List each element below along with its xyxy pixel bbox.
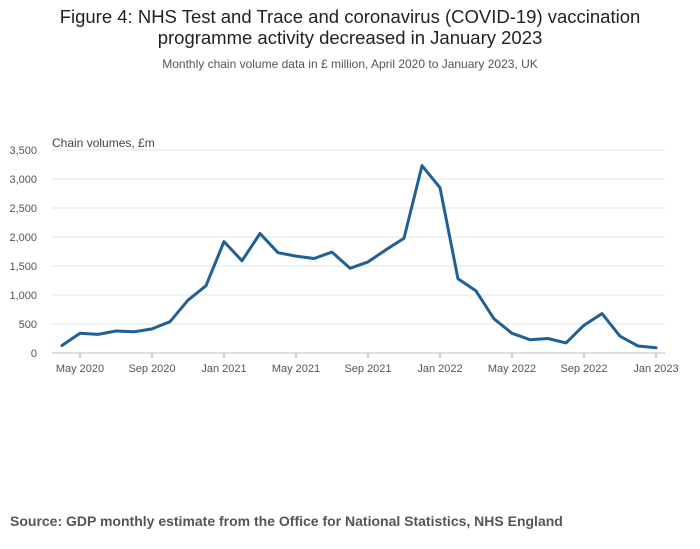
- data-point[interactable]: [488, 313, 500, 325]
- gridlines: [52, 149, 665, 354]
- x-tick-label: Jan 2023: [633, 363, 678, 375]
- x-tick-label: May 2022: [488, 363, 536, 375]
- data-point[interactable]: [380, 244, 392, 256]
- y-tick-label: 0: [31, 348, 37, 360]
- data-point[interactable]: [254, 228, 266, 240]
- y-tick-label: 2,500: [9, 203, 37, 215]
- y-tick-label: 3,500: [9, 145, 37, 157]
- data-point[interactable]: [128, 326, 140, 338]
- series-line: [60, 164, 658, 350]
- data-point[interactable]: [272, 247, 284, 259]
- data-point[interactable]: [650, 342, 662, 354]
- data-point[interactable]: [524, 334, 536, 346]
- data-point[interactable]: [542, 333, 554, 345]
- data-point[interactable]: [92, 328, 104, 340]
- data-point[interactable]: [74, 327, 86, 339]
- source-note: Source: GDP monthly estimate from the Of…: [10, 513, 563, 529]
- x-tick-label: Sep 2021: [344, 363, 391, 375]
- x-tick-label: Jan 2021: [201, 363, 246, 375]
- y-tick-label: 500: [19, 319, 37, 331]
- data-point[interactable]: [200, 280, 212, 292]
- data-point[interactable]: [452, 273, 464, 285]
- chart-title-line-2: programme activity decreased in January …: [157, 27, 543, 48]
- data-point[interactable]: [236, 255, 248, 267]
- data-point[interactable]: [560, 337, 572, 349]
- data-point[interactable]: [110, 325, 122, 337]
- x-tick-label: Jan 2022: [417, 363, 462, 375]
- data-point[interactable]: [164, 316, 176, 328]
- data-point[interactable]: [470, 285, 482, 297]
- data-point[interactable]: [218, 236, 230, 248]
- chart-title: Figure 4: NHS Test and Trace and coronav…: [0, 6, 700, 48]
- y-tick-label: 2,000: [9, 232, 37, 244]
- data-point[interactable]: [614, 330, 626, 342]
- data-point[interactable]: [434, 182, 446, 194]
- series-group: [56, 160, 662, 354]
- data-point[interactable]: [632, 340, 644, 352]
- data-point[interactable]: [596, 308, 608, 320]
- data-point[interactable]: [416, 160, 428, 172]
- x-tick-label: May 2021: [272, 363, 320, 375]
- x-axis-ticks: May 2020 Sep 2020 Jan 2021 May 2021 Sep 2021…: [56, 353, 679, 375]
- chart-subtitle: Monthly chain volume data in £ million, …: [162, 57, 538, 71]
- x-tick-label: Sep 2020: [128, 363, 175, 375]
- data-point[interactable]: [326, 246, 338, 258]
- data-point[interactable]: [308, 252, 320, 264]
- data-point[interactable]: [362, 256, 374, 268]
- data-point[interactable]: [506, 327, 518, 339]
- data-point[interactable]: [398, 232, 410, 244]
- y-axis-label: Chain volumes, £m: [52, 136, 155, 150]
- x-tick-label: Sep 2022: [560, 363, 607, 375]
- x-tick-label: May 2020: [56, 363, 104, 375]
- data-point[interactable]: [182, 294, 194, 306]
- data-point[interactable]: [578, 319, 590, 331]
- y-axis-ticks: 0 500 1,000 1,500 2,000 2,500 3,000 3,500: [9, 145, 37, 360]
- y-tick-label: 1,000: [9, 290, 37, 302]
- chart-title-line-1: Figure 4: NHS Test and Trace and coronav…: [59, 6, 641, 27]
- data-point[interactable]: [344, 262, 356, 274]
- data-point[interactable]: [56, 339, 68, 351]
- y-tick-label: 1,500: [9, 261, 37, 273]
- data-point[interactable]: [290, 250, 302, 262]
- data-point[interactable]: [146, 323, 158, 335]
- y-tick-label: 3,000: [9, 174, 37, 186]
